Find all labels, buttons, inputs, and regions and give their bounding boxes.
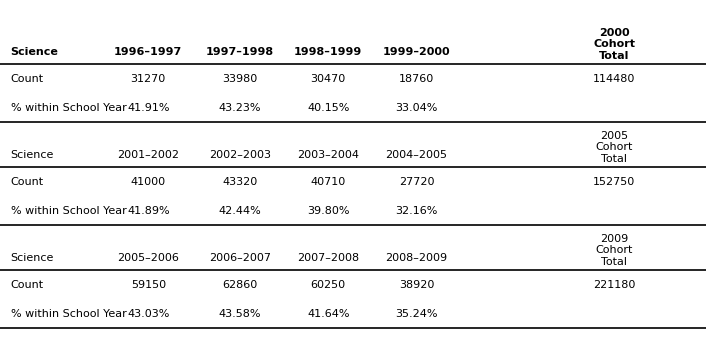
- Text: 1999–2000: 1999–2000: [383, 47, 450, 57]
- Text: Science: Science: [11, 150, 54, 160]
- Text: 30470: 30470: [311, 74, 346, 84]
- Text: 2007–2008: 2007–2008: [297, 253, 359, 263]
- Text: 32.16%: 32.16%: [395, 206, 438, 216]
- Text: 41.64%: 41.64%: [307, 309, 349, 319]
- Text: 2008–2009: 2008–2009: [385, 253, 448, 263]
- Text: % within School Year: % within School Year: [11, 103, 126, 113]
- Text: 43.23%: 43.23%: [219, 103, 261, 113]
- Text: Science: Science: [11, 47, 59, 57]
- Text: 2000
Cohort
Total: 2000 Cohort Total: [593, 28, 635, 61]
- Text: 41.91%: 41.91%: [127, 103, 169, 113]
- Text: 60250: 60250: [311, 280, 346, 290]
- Text: 1997–1998: 1997–1998: [206, 47, 274, 57]
- Text: 2004–2005: 2004–2005: [385, 150, 448, 160]
- Text: 43.58%: 43.58%: [219, 309, 261, 319]
- Text: 2003–2004: 2003–2004: [297, 150, 359, 160]
- Text: 62860: 62860: [222, 280, 258, 290]
- Text: Count: Count: [11, 280, 44, 290]
- Text: 33980: 33980: [222, 74, 258, 84]
- Text: 31270: 31270: [131, 74, 166, 84]
- Text: 2006–2007: 2006–2007: [209, 253, 271, 263]
- Text: 33.04%: 33.04%: [395, 103, 438, 113]
- Text: 2009
Cohort
Total: 2009 Cohort Total: [596, 234, 633, 267]
- Text: 114480: 114480: [593, 74, 635, 84]
- Text: 2001–2002: 2001–2002: [117, 150, 179, 160]
- Text: 40710: 40710: [311, 177, 346, 187]
- Text: 43320: 43320: [222, 177, 258, 187]
- Text: 59150: 59150: [131, 280, 166, 290]
- Text: 152750: 152750: [593, 177, 635, 187]
- Text: 35.24%: 35.24%: [395, 309, 438, 319]
- Text: 42.44%: 42.44%: [219, 206, 261, 216]
- Text: 39.80%: 39.80%: [307, 206, 349, 216]
- Text: 1996–1997: 1996–1997: [114, 47, 182, 57]
- Text: % within School Year: % within School Year: [11, 206, 126, 216]
- Text: 2005
Cohort
Total: 2005 Cohort Total: [596, 131, 633, 164]
- Text: 40.15%: 40.15%: [307, 103, 349, 113]
- Text: 221180: 221180: [593, 280, 635, 290]
- Text: % within School Year: % within School Year: [11, 309, 126, 319]
- Text: 2005–2006: 2005–2006: [117, 253, 179, 263]
- Text: Count: Count: [11, 177, 44, 187]
- Text: Count: Count: [11, 74, 44, 84]
- Text: 43.03%: 43.03%: [127, 309, 169, 319]
- Text: 38920: 38920: [399, 280, 434, 290]
- Text: Science: Science: [11, 253, 54, 263]
- Text: 18760: 18760: [399, 74, 434, 84]
- Text: 1998–1999: 1998–1999: [294, 47, 362, 57]
- Text: 41000: 41000: [131, 177, 166, 187]
- Text: 27720: 27720: [399, 177, 434, 187]
- Text: 2002–2003: 2002–2003: [209, 150, 271, 160]
- Text: 41.89%: 41.89%: [127, 206, 169, 216]
